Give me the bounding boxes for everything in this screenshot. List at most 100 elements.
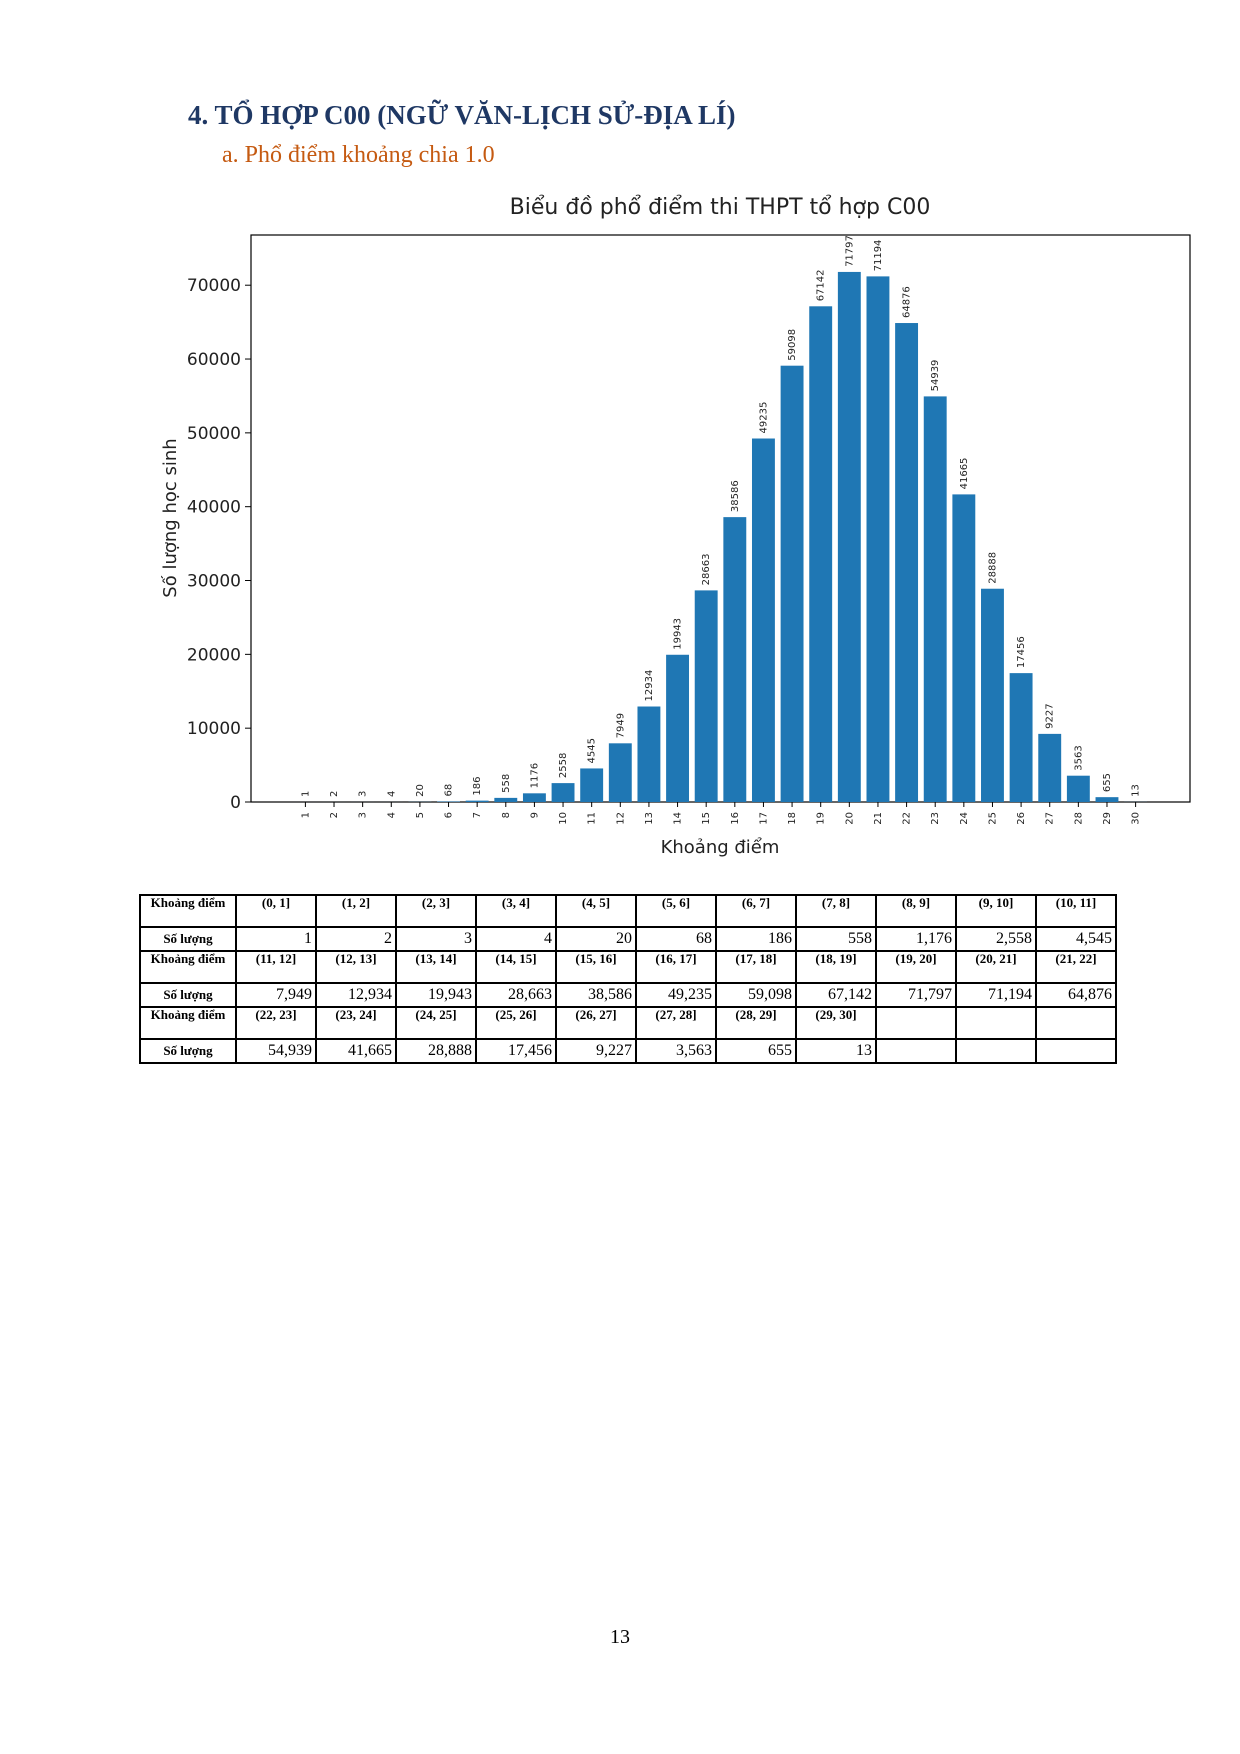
- table-cell: (19, 20]: [875, 950, 957, 984]
- table-cell: 1: [235, 926, 317, 952]
- x-tick-label: 2: [329, 812, 340, 818]
- bar: [1009, 673, 1033, 802]
- table-cell: (21, 22]: [1035, 950, 1117, 984]
- value-label: 7949: [615, 713, 626, 738]
- table-cell: 20: [555, 926, 637, 952]
- bar: [1066, 775, 1090, 802]
- table-cell: (23, 24]: [315, 1006, 397, 1040]
- bar: [895, 323, 919, 802]
- table-cell: 41,665: [315, 1038, 397, 1064]
- value-label: 59098: [787, 329, 798, 361]
- table-cell: (9, 10]: [955, 894, 1037, 928]
- table-cell: 2,558: [955, 926, 1037, 952]
- x-tick-label: 12: [615, 812, 626, 825]
- table-cell: (25, 26]: [475, 1006, 557, 1040]
- bar: [694, 590, 718, 802]
- table-cell: (1, 2]: [315, 894, 397, 928]
- table-cell: (2, 3]: [395, 894, 477, 928]
- value-label: 68: [444, 784, 455, 797]
- table-cell: [955, 1038, 1037, 1064]
- table-cell: (24, 25]: [395, 1006, 477, 1040]
- table-cell: 558: [795, 926, 877, 952]
- y-tick-label: 60000: [187, 350, 241, 370]
- x-tick-label: 15: [701, 812, 712, 825]
- table-cell: 67,142: [795, 982, 877, 1008]
- value-label: 17456: [1016, 636, 1027, 668]
- x-tick-label: 3: [358, 812, 369, 818]
- table-cell: (22, 23]: [235, 1006, 317, 1040]
- y-tick-label: 70000: [187, 276, 241, 296]
- table-cell: (7, 8]: [795, 894, 877, 928]
- bar: [522, 793, 546, 802]
- x-tick-label: 30: [1131, 812, 1142, 825]
- table-row: Khoảng điểm (11, 12] (12, 13] (13, 14] (14, …: [139, 950, 1117, 984]
- table-cell: 28,663: [475, 982, 557, 1008]
- y-tick-label: 10000: [187, 719, 241, 739]
- table-cell: Số lượng: [139, 926, 237, 952]
- value-label: 2558: [558, 753, 569, 778]
- x-tick-label: 18: [787, 812, 798, 825]
- table-row: Số lượng 1 2 3 4 20 68 186 558 1,176 2,558 4,545: [139, 926, 1117, 952]
- table-cell: (5, 6]: [635, 894, 717, 928]
- score-table: Khoảng điểm (0, 1] (1, 2] (2, 3] (3, 4] (4, 5…: [139, 894, 1117, 1064]
- heading: 4. TỔ HỢP C00 (NGỮ VĂN-LỊCH SỬ-ĐỊA LÍ): [188, 100, 736, 130]
- bar: [923, 396, 947, 802]
- plot-frame: [250, 234, 1191, 803]
- value-label: 28888: [987, 552, 998, 584]
- table-cell: Khoảng điểm: [139, 1006, 237, 1040]
- table-cell: 4: [475, 926, 557, 952]
- table-cell: 4,545: [1035, 926, 1117, 952]
- value-label: 13: [1131, 784, 1142, 797]
- y-axis-label: Số lượng học sinh: [160, 438, 181, 597]
- bar: [608, 743, 632, 802]
- x-tick-label: 21: [873, 812, 884, 825]
- value-label: 9227: [1045, 703, 1056, 728]
- chart: Biểu đồ phổ điểm thi THPT tổ hợp C00 Kho…: [160, 195, 1191, 858]
- x-tick-label: 22: [902, 812, 913, 825]
- table-cell: 54,939: [235, 1038, 317, 1064]
- table-cell: [875, 1038, 957, 1064]
- table-cell: 59,098: [715, 982, 797, 1008]
- x-tick-label: 9: [529, 812, 540, 818]
- y-tick-label: 40000: [187, 498, 241, 518]
- value-label: 3563: [1073, 745, 1084, 770]
- table-cell: (8, 9]: [875, 894, 957, 928]
- table-cell: (12, 13]: [315, 950, 397, 984]
- bar: [952, 494, 976, 802]
- value-label: 71194: [873, 240, 884, 272]
- table-cell: 13: [795, 1038, 877, 1064]
- x-tick-label: 4: [386, 812, 397, 818]
- table-cell: 655: [715, 1038, 797, 1064]
- bar: [465, 800, 489, 802]
- subheading: a. Phổ điểm khoảng chia 1.0: [222, 142, 495, 168]
- bar: [666, 654, 690, 802]
- value-label: 12934: [644, 670, 655, 702]
- bar: [809, 306, 833, 802]
- value-label: 3: [358, 791, 369, 797]
- chart-title: Biểu đồ phổ điểm thi THPT tổ hợp C00: [510, 195, 931, 220]
- value-label: 1176: [529, 763, 540, 788]
- y-tick-label: 20000: [187, 645, 241, 665]
- table-cell: 12,934: [315, 982, 397, 1008]
- x-axis-label: Khoảng điểm: [661, 837, 780, 858]
- value-label: 41665: [959, 458, 970, 490]
- x-tick-label: 10: [558, 812, 569, 825]
- table-cell: [1035, 1006, 1117, 1040]
- value-label: 67142: [816, 269, 827, 301]
- x-tick-label: 17: [758, 812, 769, 825]
- bar: [751, 438, 775, 802]
- table-cell: (28, 29]: [715, 1006, 797, 1040]
- table-cell: 28,888: [395, 1038, 477, 1064]
- value-label: 2: [329, 791, 340, 797]
- table-cell: (15, 16]: [555, 950, 637, 984]
- x-tick-label: 14: [673, 812, 684, 825]
- value-label: 1: [300, 791, 311, 797]
- table-cell: 7,949: [235, 982, 317, 1008]
- x-tick-label: 20: [844, 812, 855, 825]
- table-cell: (29, 30]: [795, 1006, 877, 1040]
- page-number: 13: [610, 1626, 630, 1648]
- bar: [437, 801, 460, 802]
- bar: [723, 517, 747, 802]
- bar: [780, 365, 804, 802]
- table-cell: [875, 1006, 957, 1040]
